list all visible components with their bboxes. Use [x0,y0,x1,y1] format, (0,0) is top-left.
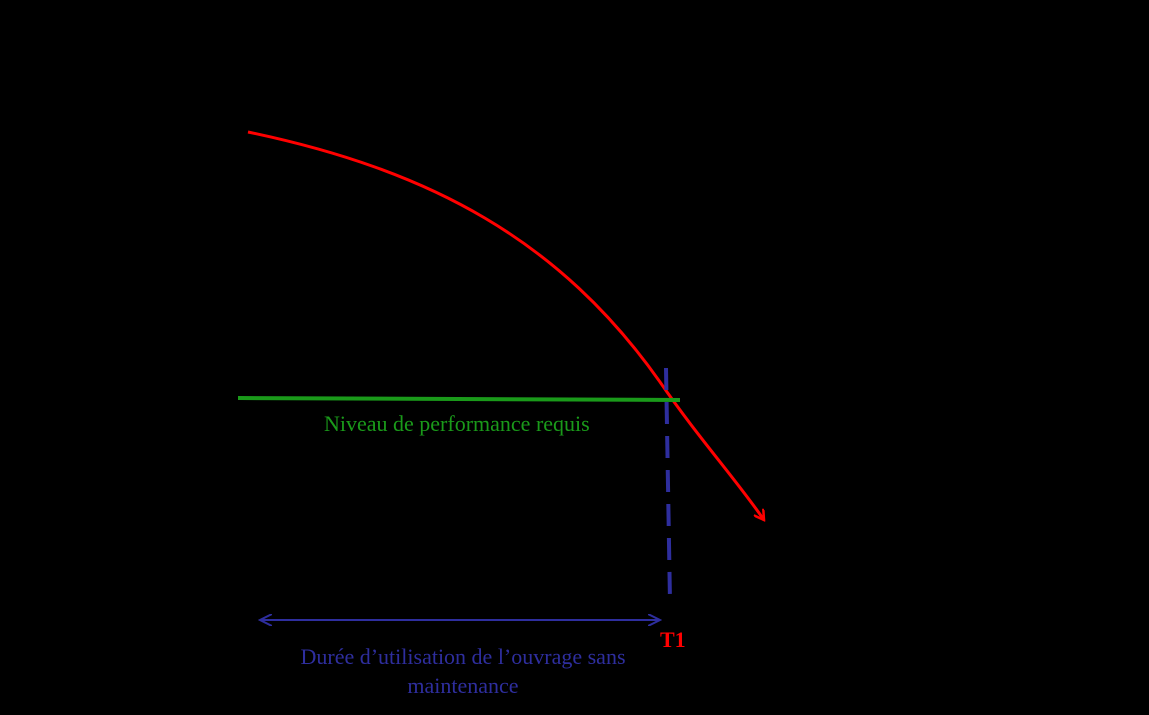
t1-marker-line [664,367,672,603]
duration-label: Durée d’utilisation de l’ouvrage sans ma… [258,642,668,700]
t1-label: T1 [660,627,686,652]
performance-curve [247,130,764,520]
required-level-line [237,396,681,402]
duration-label-line-2: maintenance [407,673,519,698]
duration-label-line-1: Durée d’utilisation de l’ouvrage sans [300,644,626,669]
required-level-label: Niveau de performance requis [324,411,590,436]
